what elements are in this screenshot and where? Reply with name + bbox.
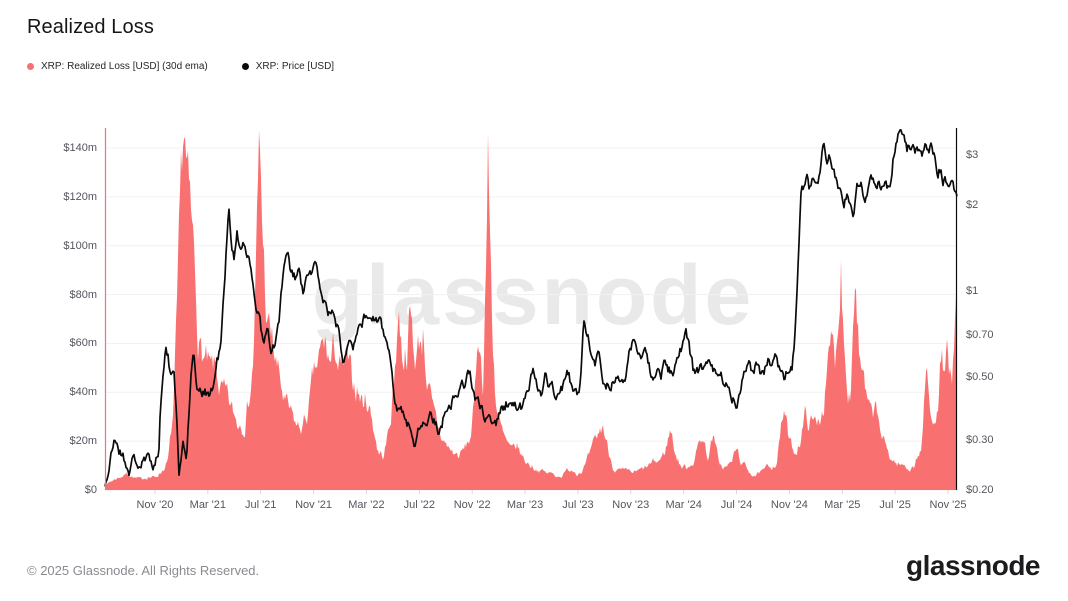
x-axis-tick-label: Nov '25 (929, 499, 967, 511)
y-axis-right-tick-label: $3 (966, 148, 979, 161)
x-axis-tick-label: Jul '24 (720, 499, 753, 511)
x-axis-tick-label: Mar '22 (348, 499, 385, 511)
y-axis-right-tick-label: $2 (966, 199, 979, 212)
x-axis-tick-label: Nov '20 (136, 499, 174, 511)
x-axis-tick-label: Mar '25 (824, 499, 861, 511)
price-line-series (104, 129, 958, 487)
plot-area (104, 128, 958, 494)
glassnode-logo: glassnode (906, 550, 1040, 581)
x-axis-tick-label: Jul '22 (403, 499, 436, 511)
x-axis-tick-label: Nov '21 (295, 499, 333, 511)
chart-legend: XRP: Realized Loss [USD] (30d ema) XRP: … (27, 61, 334, 72)
x-axis-tick-label: Jul '23 (562, 499, 594, 511)
x-axis-tick-label: Mar '23 (506, 499, 544, 511)
legend-dot-icon (241, 63, 249, 70)
y-axis-right-tick-label: $0.70 (966, 329, 994, 341)
y-axis-right-tick-label: $1 (966, 284, 979, 297)
x-axis-tick-label: Mar '21 (189, 499, 226, 511)
realized-loss-area-series (105, 130, 957, 490)
legend-label: XRP: Realized Loss [USD] (30d ema) (41, 61, 208, 72)
x-axis-tick-label: Nov '23 (612, 499, 650, 511)
y-axis-left-tick-label: $40m (69, 386, 97, 399)
x-axis-tick-label: Jul '21 (244, 499, 277, 511)
x-axis-tick-label: Nov '24 (770, 499, 808, 511)
y-axis-left-tick-label: $0 (84, 484, 97, 496)
x-axis-tick-label: Nov '22 (453, 499, 491, 511)
legend-dot-icon (27, 63, 34, 70)
y-axis-left-tick-label: $120m (63, 190, 97, 203)
x-axis-tick-label: Mar '24 (665, 499, 702, 511)
copyright-text: © 2025 Glassnode. All Rights Reserved. (27, 563, 260, 578)
y-axis-right-tick-label: $0.50 (966, 370, 994, 383)
y-axis-left-tick-label: $100m (63, 239, 97, 252)
y-axis-left-tick-label: $80m (69, 288, 97, 301)
page-title: Realized Loss (27, 16, 154, 38)
legend-item-realized-loss[interactable]: XRP: Realized Loss [USD] (30d ema) (27, 61, 208, 72)
y-axis-right-tick-label: $0.20 (966, 484, 994, 496)
legend-label: XRP: Price [USD] (255, 61, 335, 72)
legend-item-price[interactable]: XRP: Price [USD] (241, 61, 335, 72)
y-axis-left-tick-label: $60m (69, 337, 97, 350)
y-axis-left-tick-label: $20m (69, 435, 97, 448)
y-axis-left-tick-label: $140m (63, 142, 97, 155)
x-axis-tick-label: Jul '25 (879, 499, 911, 511)
y-axis-right-tick-label: $0.30 (966, 433, 994, 446)
